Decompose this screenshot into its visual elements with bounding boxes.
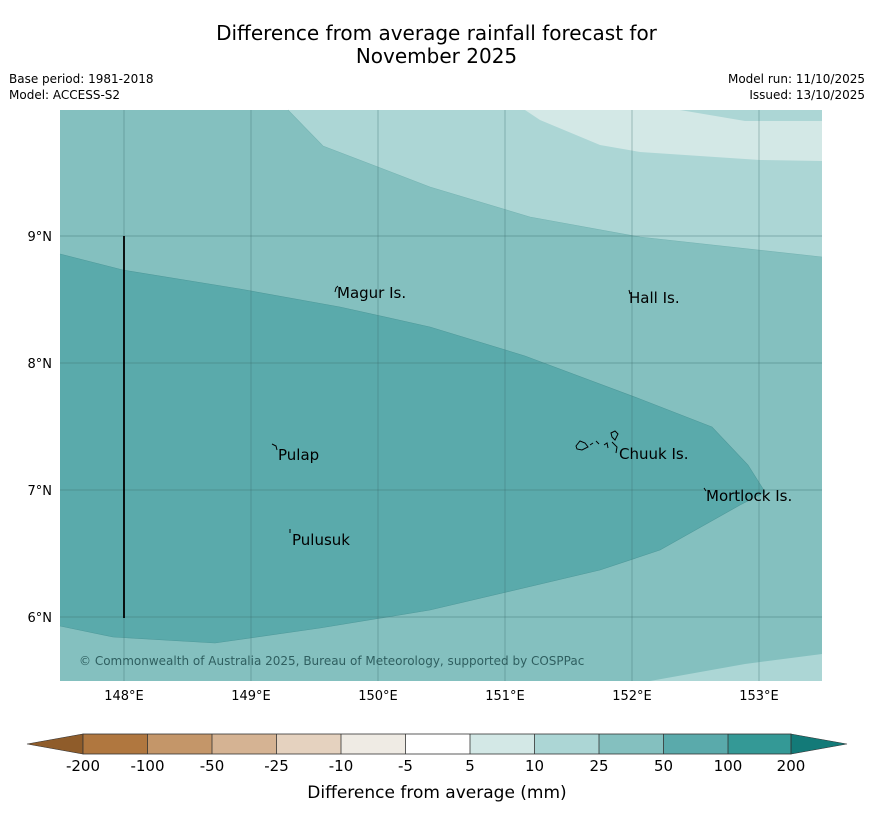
tick-label: 200 bbox=[777, 757, 806, 775]
colorbar-bin-4 bbox=[276, 734, 341, 754]
tick-label: 50 bbox=[654, 757, 673, 775]
meta-left: Base period: 1981-2018 Model: ACCESS-S2 bbox=[9, 71, 154, 103]
label-magur: Magur Is. bbox=[337, 284, 406, 302]
model-name: Model: ACCESS-S2 bbox=[9, 88, 121, 102]
island-chuuk bbox=[575, 430, 619, 454]
axis-labels: 148°E 149°E 150°E 151°E 152°E 153°E 9°N … bbox=[28, 230, 779, 704]
tick-label: 10 bbox=[525, 757, 544, 775]
tick-label: 5 bbox=[465, 757, 475, 775]
lat-label-7: 7°N bbox=[28, 484, 53, 499]
lon-label-148: 148°E bbox=[104, 689, 144, 704]
tick-label: -200 bbox=[66, 757, 100, 775]
tick-label: -5 bbox=[398, 757, 413, 775]
tick-label: -50 bbox=[200, 757, 225, 775]
island-pulap bbox=[271, 443, 278, 451]
island-mortlock bbox=[703, 487, 707, 492]
colorbar-title: Difference from average (mm) bbox=[307, 783, 566, 803]
tick-label: -10 bbox=[329, 757, 354, 775]
lon-label-150: 150°E bbox=[358, 689, 398, 704]
tick-label: 25 bbox=[589, 757, 608, 775]
contour-10-25-south bbox=[650, 654, 822, 681]
place-labels: Magur Is. Hall Is. Pulap Chuuk Is. Mortl… bbox=[278, 284, 792, 549]
colorbar-ticks: -200 -100 -50 -25 -10 -5 5 10 25 50 100 … bbox=[66, 757, 805, 775]
model-run: Model run: 11/10/2025 bbox=[727, 72, 865, 86]
contour-edge-25 bbox=[287, 109, 823, 258]
map-panel: Magur Is. Hall Is. Pulap Chuuk Is. Mortl… bbox=[59, 109, 823, 681]
copyright-note: © Commonwealth of Australia 2025, Bureau… bbox=[79, 654, 584, 668]
issued-date: Issued: 13/10/2025 bbox=[749, 88, 865, 102]
graticule bbox=[60, 110, 822, 681]
contour-edge-50 bbox=[59, 253, 766, 644]
title-line-1: Difference from average rainfall forecas… bbox=[216, 21, 657, 45]
title-line-2: November 2025 bbox=[355, 44, 518, 68]
tick-label: 100 bbox=[714, 757, 743, 775]
colorbar-dividers bbox=[147, 734, 729, 754]
island-hall bbox=[628, 289, 631, 295]
label-hall: Hall Is. bbox=[629, 289, 680, 307]
colorbar-bin-1 bbox=[83, 734, 148, 754]
colorbar-outline bbox=[82, 733, 792, 755]
islands bbox=[271, 285, 707, 533]
tick-label: -100 bbox=[130, 757, 164, 775]
label-pulusuk: Pulusuk bbox=[292, 531, 350, 549]
base-period: Base period: 1981-2018 bbox=[9, 72, 154, 86]
colorbar-bin-8 bbox=[534, 734, 599, 754]
colorbar-bin-11 bbox=[728, 734, 791, 754]
colorbar: -200 -100 -50 -25 -10 -5 5 10 25 50 100 … bbox=[26, 733, 848, 803]
island-magur bbox=[334, 285, 339, 293]
colorbar-bin-6 bbox=[405, 734, 470, 754]
colorbar-extend-high bbox=[790, 733, 848, 755]
label-chuuk: Chuuk Is. bbox=[619, 445, 688, 463]
contour-5-10-north bbox=[525, 110, 822, 161]
contour-50-100 bbox=[60, 254, 765, 643]
lat-label-8: 8°N bbox=[28, 357, 53, 372]
colorbar-bin-5 bbox=[341, 734, 406, 754]
colorbar-bin-2 bbox=[147, 734, 212, 754]
label-mortlock: Mortlock Is. bbox=[706, 487, 792, 505]
map-title: Difference from average rainfall forecas… bbox=[0, 22, 873, 68]
colorbar-bin-9 bbox=[599, 734, 664, 754]
lat-label-9: 9°N bbox=[28, 230, 53, 245]
colorbar-bin-10 bbox=[663, 734, 728, 754]
label-pulap: Pulap bbox=[278, 446, 319, 464]
lon-label-149: 149°E bbox=[231, 689, 271, 704]
colorbar-bin-3 bbox=[212, 734, 277, 754]
lon-label-153: 153°E bbox=[739, 689, 779, 704]
colorbar-extend-low bbox=[26, 733, 84, 755]
lon-label-152: 152°E bbox=[612, 689, 652, 704]
colorbar-bin-7 bbox=[470, 734, 535, 754]
lat-label-6: 6°N bbox=[28, 611, 53, 626]
tick-label: -25 bbox=[264, 757, 289, 775]
meta-right: Model run: 11/10/2025 Issued: 13/10/2025 bbox=[728, 71, 865, 103]
lon-label-151: 151°E bbox=[485, 689, 525, 704]
